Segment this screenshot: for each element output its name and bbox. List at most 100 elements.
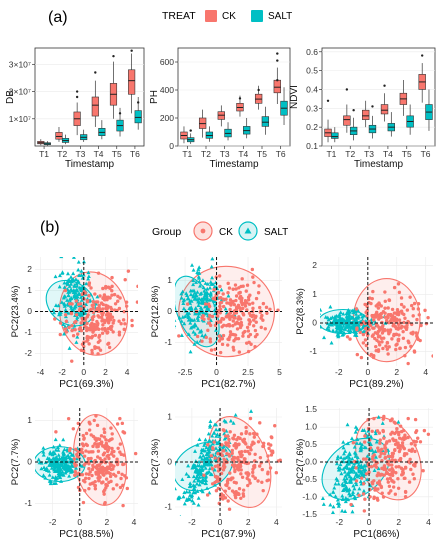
point-ck	[218, 304, 222, 309]
point-salt	[347, 491, 352, 496]
point-salt	[233, 412, 238, 417]
point-salt	[189, 307, 194, 311]
point-salt	[201, 453, 206, 458]
point-salt	[86, 274, 91, 279]
point-ck	[76, 332, 80, 336]
point-ck	[108, 474, 113, 479]
point-salt	[207, 438, 212, 443]
x-tick-label: T2	[201, 149, 211, 159]
point-salt	[335, 501, 340, 506]
point-salt	[39, 466, 44, 471]
point-ck	[241, 334, 245, 338]
point-salt	[197, 475, 202, 479]
point-ck	[216, 478, 220, 482]
point-salt	[65, 271, 70, 276]
point-ck	[107, 466, 112, 471]
point-ck	[202, 473, 206, 477]
point-ck	[400, 473, 404, 477]
point-ck	[84, 449, 88, 453]
point-salt	[61, 437, 66, 442]
point-salt	[380, 421, 385, 425]
point-salt	[340, 332, 345, 337]
point-salt	[198, 291, 203, 296]
point-salt	[339, 471, 344, 476]
point-ck	[216, 463, 220, 467]
point-ck	[240, 277, 244, 281]
point-ck	[122, 453, 126, 457]
point-salt	[356, 467, 361, 472]
point-salt	[71, 271, 76, 276]
point-salt	[193, 490, 198, 495]
box-outlier	[189, 129, 192, 132]
point-ck	[373, 336, 377, 341]
point-ck	[233, 456, 237, 460]
x-tick-label: 4	[125, 367, 130, 377]
point-ck	[382, 464, 387, 469]
point-salt	[346, 307, 351, 312]
point-ck	[93, 460, 97, 464]
point-salt	[222, 436, 227, 441]
point-salt	[205, 455, 210, 460]
point-ck	[269, 443, 273, 447]
point-salt	[47, 479, 52, 483]
point-salt	[206, 431, 211, 436]
y-tick-label: 2	[27, 264, 32, 274]
point-salt	[211, 282, 216, 286]
point-salt	[353, 454, 358, 458]
point-ck	[383, 456, 387, 460]
point-ck	[403, 316, 407, 320]
point-salt	[334, 328, 339, 333]
point-salt	[348, 476, 353, 481]
point-ck	[96, 346, 101, 350]
point-ck	[79, 321, 83, 325]
point-salt	[329, 340, 334, 345]
point-salt	[55, 445, 60, 450]
point-salt	[357, 486, 362, 491]
point-ck	[232, 490, 236, 495]
point-ck	[121, 503, 125, 508]
point-ck	[260, 467, 264, 472]
point-salt	[339, 318, 344, 323]
point-ck	[95, 323, 100, 327]
y-tick-label: -1	[309, 346, 317, 356]
point-ck	[96, 340, 101, 344]
point-ck	[237, 286, 241, 290]
point-ck	[384, 318, 389, 323]
point-ck	[102, 295, 106, 299]
legend-b-title: Group	[152, 226, 181, 238]
y-tick-label: 200	[160, 113, 174, 123]
point-salt	[212, 482, 217, 487]
box-outlier	[371, 105, 374, 108]
point-ck	[355, 326, 359, 330]
point-ck	[351, 441, 356, 445]
point-salt	[79, 298, 84, 302]
point-ck	[115, 483, 119, 487]
point-salt	[63, 324, 68, 329]
point-salt	[350, 509, 355, 514]
box-outlier	[352, 108, 355, 112]
point-salt	[182, 501, 187, 506]
point-ck	[221, 304, 226, 309]
point-ck	[355, 352, 360, 357]
point-salt	[373, 455, 378, 459]
point-ck	[379, 304, 383, 308]
point-ck	[256, 479, 260, 483]
point-ck	[97, 335, 101, 339]
point-salt	[203, 281, 208, 285]
box-outlier	[136, 101, 140, 104]
point-ck	[227, 312, 231, 316]
point-ck	[377, 343, 382, 347]
point-ck	[227, 437, 231, 442]
point-salt	[76, 267, 81, 272]
point-ck	[408, 457, 412, 462]
point-salt	[197, 459, 202, 464]
point-salt	[67, 346, 72, 350]
point-ck	[413, 443, 417, 447]
point-ck	[95, 319, 99, 324]
point-ck	[96, 306, 101, 311]
point-salt	[73, 277, 78, 281]
point-ck	[349, 502, 353, 507]
point-ck	[392, 333, 396, 338]
point-salt	[47, 472, 52, 477]
point-ck	[121, 318, 126, 322]
